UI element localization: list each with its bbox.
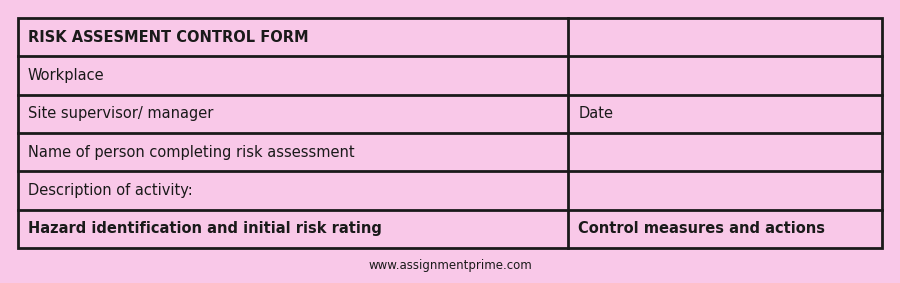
Text: Control measures and actions: Control measures and actions xyxy=(579,221,825,236)
Text: www.assignmentprime.com: www.assignmentprime.com xyxy=(368,259,532,272)
Text: Site supervisor/ manager: Site supervisor/ manager xyxy=(28,106,213,121)
Text: Hazard identification and initial risk rating: Hazard identification and initial risk r… xyxy=(28,221,382,236)
Text: Name of person completing risk assessment: Name of person completing risk assessmen… xyxy=(28,145,355,160)
Text: Date: Date xyxy=(579,106,614,121)
Text: RISK ASSESMENT CONTROL FORM: RISK ASSESMENT CONTROL FORM xyxy=(28,30,309,45)
Text: Workplace: Workplace xyxy=(28,68,104,83)
Text: Description of activity:: Description of activity: xyxy=(28,183,193,198)
Bar xyxy=(18,18,882,248)
